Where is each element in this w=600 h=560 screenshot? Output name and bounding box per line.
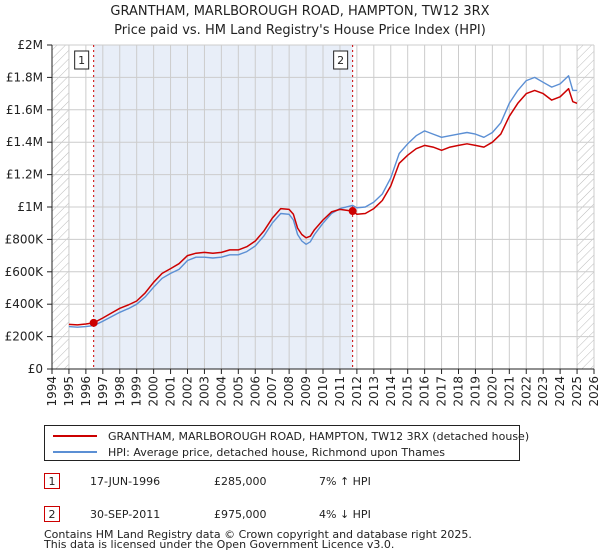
legend-label-hpi: HPI: Average price, detached house, Rich… [108, 445, 446, 459]
x-tick-label-2014: 2014 [384, 376, 398, 407]
x-tick-label-2001: 2001 [164, 376, 178, 407]
x-tick-label-2011: 2011 [333, 376, 347, 407]
x-tick-label-1999: 1999 [130, 376, 144, 407]
x-tick-label-2020: 2020 [485, 376, 499, 407]
sale-price-1: £285,000 [214, 475, 267, 488]
sale-badge-1: 1 [44, 473, 60, 489]
x-tick-label-2015: 2015 [401, 376, 415, 407]
legend: GRANTHAM, MARLBOROUGH ROAD, HAMPTON, TW1… [44, 425, 529, 461]
footer-copyright: Contains HM Land Registry data © Crown c… [44, 528, 472, 541]
x-tick-label-2003: 2003 [197, 376, 211, 407]
y-tick-label-0: £0 [28, 362, 43, 376]
x-tick-label-2022: 2022 [519, 376, 533, 407]
x-tick-label-2013: 2013 [367, 376, 381, 407]
sale-price-2: £975,000 [214, 508, 267, 521]
sale-date-2: 30-SEP-2011 [90, 508, 161, 521]
price-chart: GRANTHAM, MARLBOROUGH ROAD, HAMPTON, TW1… [5, 4, 600, 407]
x-tick-label-2006: 2006 [248, 376, 262, 407]
legend-swatch-property [53, 435, 97, 437]
footer-licence: This data is licensed under the Open Gov… [44, 538, 395, 551]
y-tick-label-1400000: £1.4M [6, 135, 43, 149]
y-tick-label-400000: £400K [5, 297, 45, 311]
y-tick-label-800000: £800K [5, 232, 45, 246]
sale-label-box-2 [333, 50, 349, 70]
sale-label-box-1 [74, 50, 90, 70]
x-tick-label-2023: 2023 [536, 376, 550, 407]
property-price-line [68, 87, 578, 326]
y-tick-label-1800000: £1.8M [6, 70, 43, 84]
x-tick-label-2016: 2016 [418, 376, 432, 407]
chart-subtitle: Price paid vs. HM Land Registry's House … [114, 23, 486, 38]
x-tick-label-2017: 2017 [435, 376, 449, 407]
y-tick-label-1600000: £1.6M [6, 103, 43, 117]
sale-label-2: 2 [337, 54, 344, 67]
sale-hpi-2: 4% ↓ HPI [319, 508, 371, 521]
sale-badge-2: 2 [44, 506, 60, 522]
x-tick-label-1994: 1994 [45, 376, 59, 407]
legend-swatch-hpi [53, 451, 97, 453]
x-tick-label-1996: 1996 [79, 376, 93, 407]
x-tick-label-2008: 2008 [282, 376, 296, 407]
sale-point-2 [348, 207, 357, 216]
x-tick-label-2019: 2019 [468, 376, 482, 407]
y-tick-label-200000: £200K [5, 330, 45, 344]
x-tick-label-2000: 2000 [147, 376, 161, 407]
x-tick-label-2026: 2026 [587, 376, 600, 407]
x-tick-label-2004: 2004 [214, 376, 228, 407]
x-tick-label-1998: 1998 [113, 376, 127, 407]
x-tick-label-1997: 1997 [96, 376, 110, 407]
legend-item-property: GRANTHAM, MARLBOROUGH ROAD, HAMPTON, TW1… [53, 428, 529, 444]
sale-date-1: 17-JUN-1996 [90, 475, 161, 488]
x-tick-label-2012: 2012 [350, 376, 364, 407]
sale-hpi-1: 7% ↑ HPI [319, 475, 371, 488]
chart-title: GRANTHAM, MARLBOROUGH ROAD, HAMPTON, TW1… [110, 4, 489, 19]
legend-item-hpi: HPI: Average price, detached house, Rich… [53, 444, 445, 460]
series-group [68, 75, 578, 328]
sale-label-1: 1 [78, 54, 85, 67]
x-tick-label-2007: 2007 [265, 376, 279, 407]
x-tick-label-2005: 2005 [231, 376, 245, 407]
x-tick-label-2021: 2021 [502, 376, 516, 407]
sale-point-1 [89, 318, 98, 327]
x-tick-label-2025: 2025 [570, 376, 584, 407]
x-tick-label-2002: 2002 [181, 376, 195, 407]
footer: Contains HM Land Registry data © Crown c… [44, 528, 472, 551]
x-tick-label-1995: 1995 [62, 376, 76, 407]
x-tick-label-2024: 2024 [553, 376, 567, 407]
y-tick-label-1200000: £1.2M [6, 168, 43, 182]
y-tick-label-1000000: £1M [17, 200, 43, 214]
legend-label-property: GRANTHAM, MARLBOROUGH ROAD, HAMPTON, TW1… [108, 429, 530, 443]
y-tick-label-600000: £600K [5, 265, 45, 279]
x-tick-label-2010: 2010 [316, 376, 330, 407]
x-tick-label-2009: 2009 [299, 376, 313, 407]
y-tick-label-2000000: £2M [17, 38, 43, 52]
hpi-line [68, 75, 578, 328]
x-tick-label-2018: 2018 [452, 376, 466, 407]
